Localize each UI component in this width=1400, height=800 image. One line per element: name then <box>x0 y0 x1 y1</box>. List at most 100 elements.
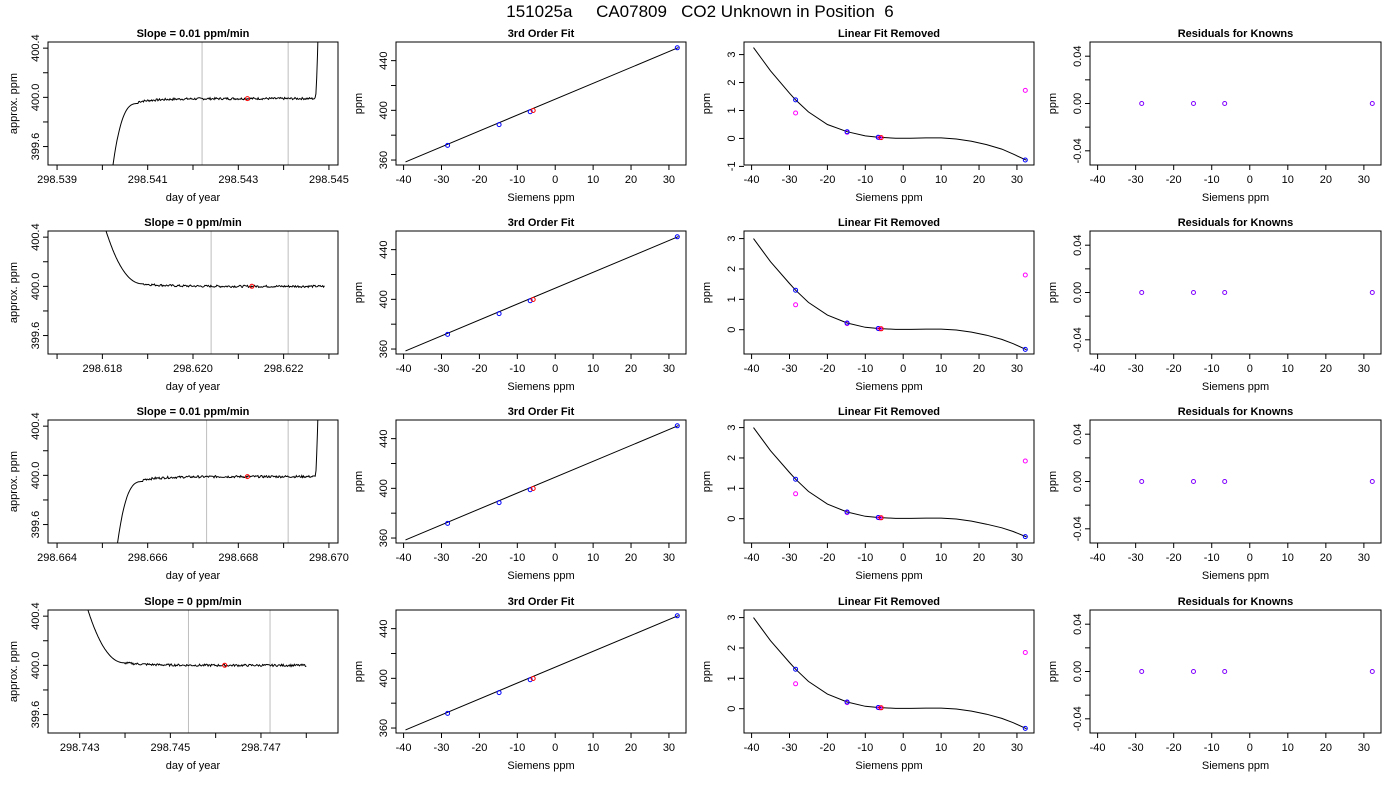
panel-0-3-xticklabel-7: 30 <box>1358 174 1370 186</box>
panel-1-1-yticklabel-0: 360 <box>378 340 390 358</box>
panel-1-1-xlabel: Siemens ppm <box>507 381 574 393</box>
panel-1-2-xticklabel-0: -40 <box>744 363 760 375</box>
panel-3-1-xticklabel-7: 30 <box>663 742 675 754</box>
panel-3-1-yticklabel-4: 440 <box>378 619 390 637</box>
panel-1-3-xticklabel-4: 0 <box>1247 363 1253 375</box>
panel-0-0-yticklabel-2: 400.0 <box>30 84 42 112</box>
panel-0-0-yticklabel-4: 400.4 <box>30 34 42 62</box>
panel-1-2-yticklabel-1: 1 <box>726 296 738 302</box>
panel-2-3-title: Residuals for Knowns <box>1178 406 1294 418</box>
panel-1-3-yticklabel-0: -0.04 <box>1072 327 1084 352</box>
panel-1-1-xticklabel-1: -30 <box>434 363 450 375</box>
panel-0-2-points-blue-2 <box>875 134 881 140</box>
panel-0-2-xticklabel-6: 20 <box>973 174 985 186</box>
panel-3-1-xticklabel-5: 10 <box>587 742 599 754</box>
panel-3-2-xticklabel-4: 0 <box>900 742 906 754</box>
panel-2-2-points-red-0 <box>878 515 884 521</box>
panel-2-0-frame <box>47 419 339 544</box>
panel-1-1-frame <box>395 230 687 355</box>
panel-2-0-yticklabel-2: 400.0 <box>30 462 42 490</box>
panel-2-3-yticklabel-0: -0.04 <box>1072 516 1084 541</box>
panel-3-2-xticklabel-2: -20 <box>819 742 835 754</box>
panel-1-2-points-blue-3 <box>1022 346 1028 352</box>
panel-3-2-xlabel: Siemens ppm <box>855 760 922 772</box>
panel-1-3-xticklabel-7: 30 <box>1358 363 1370 375</box>
panel-0-1-xticklabel-2: -20 <box>471 174 487 186</box>
panel-0-0-frame <box>47 41 339 166</box>
panel-3-3-xlabel: Siemens ppm <box>1202 760 1269 772</box>
panel-2-0-xticklabel-4: 298.668 <box>218 552 258 564</box>
panel-3-1-points-blue-2 <box>527 677 533 683</box>
panel-1-3-points-purple-2 <box>1222 290 1228 295</box>
panel-3-2-yticklabel-0: 0 <box>726 706 738 712</box>
panel-2-2-points-magenta-0 <box>793 491 799 497</box>
panel-2-1-points-blue-0 <box>445 520 451 526</box>
panel-0-2-fit-curve <box>753 47 1027 161</box>
panel-3-0-frame <box>47 609 339 734</box>
panel-0-1-xlabel: Siemens ppm <box>507 192 574 204</box>
panel-2-1-xticklabel-5: 10 <box>587 552 599 564</box>
panel-3-0-marker <box>222 662 228 668</box>
panel-2-2-xticklabel-0: -40 <box>744 552 760 564</box>
panel-1-0-yticklabel-2: 400.0 <box>30 273 42 301</box>
panel-0-2-points-magenta-0 <box>793 110 799 116</box>
panel-1-3-xticklabel-0: -40 <box>1090 363 1106 375</box>
panel-2-2-xticklabel-3: -10 <box>857 552 873 564</box>
panel-3-0-yticklabel-0: 399.6 <box>30 701 42 729</box>
panel-0-1-points-blue-2 <box>527 109 533 115</box>
panel-2-0-yticklabel-0: 399.6 <box>30 511 42 539</box>
panel-3-3-yticklabel-0: -0.04 <box>1072 706 1084 731</box>
panel-2-2-xticklabel-6: 20 <box>973 552 985 564</box>
panel-2-1-points-blue-3 <box>674 423 680 429</box>
panel-3-2-xticklabel-7: 30 <box>1011 742 1023 754</box>
panel-1-0-xticklabel-1: 298.618 <box>82 363 122 375</box>
panel-3-3-xticklabel-4: 0 <box>1247 742 1253 754</box>
panel-1-1-xticklabel-0: -40 <box>396 363 412 375</box>
panel-1-3-xticklabel-3: -10 <box>1204 363 1220 375</box>
panel-2-1-yticklabel-0: 360 <box>378 529 390 547</box>
panel-3-3-yticklabel-2: 0.00 <box>1072 661 1084 682</box>
panel-0-2-points-blue-1 <box>844 129 850 135</box>
panel-2-0-yticklabel-4: 400.4 <box>30 412 42 440</box>
panel-0-3-points-purple-3 <box>1369 101 1375 106</box>
panel-3-1-points-red-0 <box>530 676 536 681</box>
panel-3-2-xticklabel-1: -30 <box>782 742 798 754</box>
panel-3-1-points-blue-0 <box>445 710 451 716</box>
panel-1-3-points-purple-3 <box>1369 290 1375 295</box>
panel-2-0-title: Slope = 0.01 ppm/min <box>137 406 250 418</box>
panel-3-3-points-purple-0 <box>1139 669 1145 674</box>
panel-0-3-xticklabel-2: -20 <box>1166 174 1182 186</box>
panel-0-0-marker <box>244 96 250 102</box>
panel-0-2-xticklabel-1: -30 <box>782 174 798 186</box>
panel-1-2-xticklabel-1: -30 <box>782 363 798 375</box>
panel-1-2-yticklabel-2: 2 <box>726 266 738 272</box>
panel-1-3-xticklabel-6: 20 <box>1320 363 1332 375</box>
panel-0-2-xticklabel-2: -20 <box>819 174 835 186</box>
panel-0-3-points-purple-2 <box>1222 101 1228 106</box>
panel-0-0-trace <box>112 42 319 165</box>
panel-2-3-frame <box>1089 419 1382 544</box>
panel-3-1-yticklabel-2: 400 <box>378 669 390 687</box>
panel-1-1-xticklabel-6: 20 <box>625 363 637 375</box>
panel-0-2-points-magenta-3 <box>1022 87 1028 93</box>
panel-2-3-points-purple-2 <box>1222 479 1228 484</box>
panel-1-2-title: Linear Fit Removed <box>838 217 940 229</box>
panel-2-3-xticklabel-2: -20 <box>1166 552 1182 564</box>
panel-3-3-xticklabel-2: -20 <box>1166 742 1182 754</box>
panel-3-1-frame <box>395 609 687 734</box>
panel-0-2-xticklabel-0: -40 <box>744 174 760 186</box>
panel-0-1-xticklabel-1: -30 <box>434 174 450 186</box>
panel-1-1-points-blue-1 <box>496 311 502 317</box>
panel-2-3-xticklabel-7: 30 <box>1358 552 1370 564</box>
panel-0-0-xlabel: day of year <box>166 192 221 204</box>
panel-2-1-xticklabel-3: -10 <box>509 552 525 564</box>
panel-2-3-xticklabel-0: -40 <box>1090 552 1106 564</box>
panel-3-0-yticklabel-2: 400.0 <box>30 652 42 680</box>
panel-3-0-xticklabel-0: 298.743 <box>60 742 100 754</box>
panel-3-1-xticklabel-3: -10 <box>509 742 525 754</box>
panel-0-1-xticklabel-0: -40 <box>396 174 412 186</box>
panel-2-2-xticklabel-5: 10 <box>935 552 947 564</box>
panel-3-1-xticklabel-4: 0 <box>552 742 558 754</box>
panel-2-3-ylabel: ppm <box>1047 471 1059 492</box>
